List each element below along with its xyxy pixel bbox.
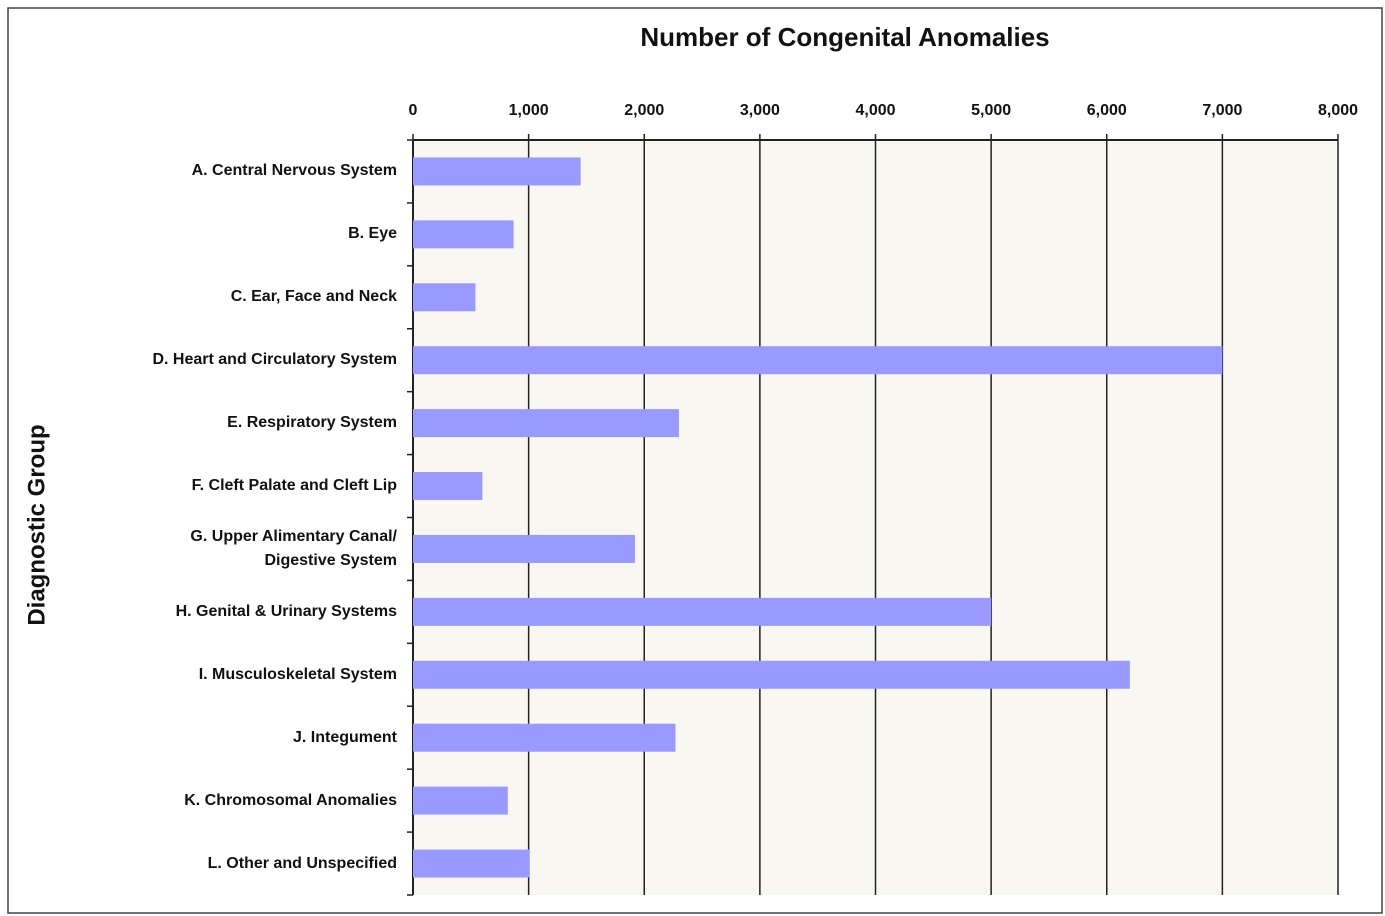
bar xyxy=(413,409,679,438)
x-tick-label: 0 xyxy=(409,102,418,119)
y-tick-label: A. Central Nervous System xyxy=(191,162,397,180)
y-tick-label: H. Genital & Urinary Systems xyxy=(175,602,397,620)
y-tick-label: E. Respiratory System xyxy=(227,414,397,432)
x-tick-label: 7,000 xyxy=(1202,102,1242,119)
bar xyxy=(413,723,676,752)
y-axis-label: Diagnostic Group xyxy=(23,424,50,625)
frame xyxy=(7,7,1383,914)
y-tick-label: B. Eye xyxy=(348,225,397,243)
y-tick-label: G. Upper Alimentary Canal/ Digestive Sys… xyxy=(190,527,397,569)
y-tick-label: I. Musculoskeletal System xyxy=(198,665,397,683)
x-tick-label: 8,000 xyxy=(1318,102,1358,119)
y-tick-label: C. Ear, Face and Neck xyxy=(230,288,397,306)
y-tick-label: L. Other and Unspecified xyxy=(207,854,397,872)
bar xyxy=(413,597,992,626)
x-tick-label: 1,000 xyxy=(509,102,549,119)
chart-title: Number of Congenital Anomalies xyxy=(640,22,1049,52)
y-tick-label: K. Chromosomal Anomalies xyxy=(184,791,397,809)
x-tick-label: 3,000 xyxy=(740,102,780,119)
bar xyxy=(413,157,581,186)
bar xyxy=(413,283,476,312)
bar xyxy=(413,220,514,249)
y-tick-label: F. Cleft Palate and Cleft Lip xyxy=(191,477,397,495)
x-tick-label: 2,000 xyxy=(624,102,664,119)
bar xyxy=(413,472,483,501)
bar xyxy=(413,660,1130,689)
x-tick-label: 4,000 xyxy=(855,102,895,119)
y-tick-label: D. Heart and Circulatory System xyxy=(152,351,397,369)
y-tick-label: J. Integument xyxy=(292,728,397,746)
bar xyxy=(413,786,508,815)
x-tick-label: 5,000 xyxy=(971,102,1011,119)
bar xyxy=(413,346,1223,375)
bar xyxy=(413,534,635,563)
x-tick-label: 6,000 xyxy=(1087,102,1127,119)
bar xyxy=(413,849,530,878)
